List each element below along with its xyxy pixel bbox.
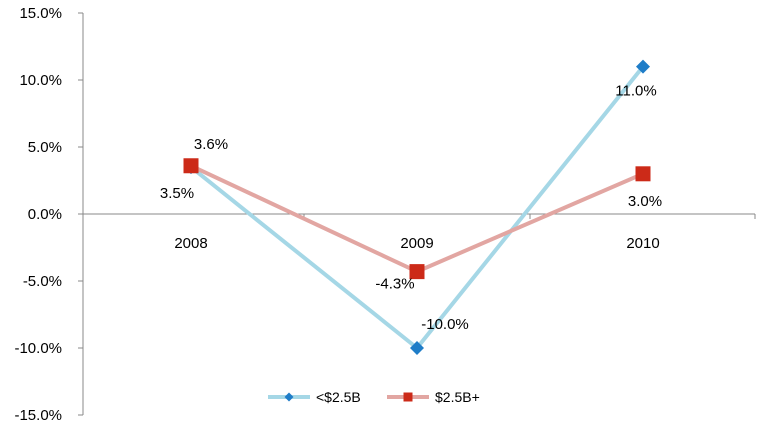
data-point-marker xyxy=(636,59,650,74)
data-label: -10.0% xyxy=(421,316,469,333)
x-tick-label: 2010 xyxy=(626,235,659,252)
series-lines xyxy=(189,65,645,350)
legend-label: $2.5B+ xyxy=(435,389,480,405)
data-point-marker xyxy=(183,158,199,174)
axes xyxy=(78,12,756,416)
x-tick-label: 2009 xyxy=(400,235,433,252)
x-tick-labels: 2008 2009 2010 xyxy=(174,235,659,252)
data-labels: 3.5% -10.0% 11.0% 3.6% -4.3% 3.0% xyxy=(160,83,662,333)
legend: <$2.5B $2.5B+ xyxy=(268,389,480,405)
y-tick-label: 15.0% xyxy=(19,5,62,22)
x-tick-label: 2008 xyxy=(174,235,207,252)
legend-marker xyxy=(284,392,294,402)
y-tick-label: 10.0% xyxy=(19,72,62,89)
data-label: 3.0% xyxy=(628,193,662,210)
data-point-marker xyxy=(409,264,425,280)
data-point-marker xyxy=(635,166,651,182)
series-line-2 xyxy=(190,163,644,274)
y-tick-label: -10.0% xyxy=(14,340,62,357)
y-tick-label: 5.0% xyxy=(28,139,62,156)
y-tick-label: -5.0% xyxy=(23,273,62,290)
legend-label: <$2.5B xyxy=(316,389,361,405)
legend-item: $2.5B+ xyxy=(387,389,480,405)
y-tick-labels: 15.0% 10.0% 5.0% 0.0% -5.0% -10.0% -15.0% xyxy=(14,5,62,423)
data-label: 11.0% xyxy=(615,83,656,100)
data-label: 3.6% xyxy=(194,136,228,153)
data-label: 3.5% xyxy=(160,185,194,202)
data-point-marker xyxy=(410,341,424,355)
data-label: -4.3% xyxy=(375,276,414,293)
y-tick-label: -15.0% xyxy=(14,407,62,423)
series-markers xyxy=(183,59,651,355)
legend-item: <$2.5B xyxy=(268,389,361,405)
legend-marker xyxy=(403,392,413,402)
series-line-1 xyxy=(189,65,645,350)
y-tick-label: 0.0% xyxy=(28,206,62,223)
